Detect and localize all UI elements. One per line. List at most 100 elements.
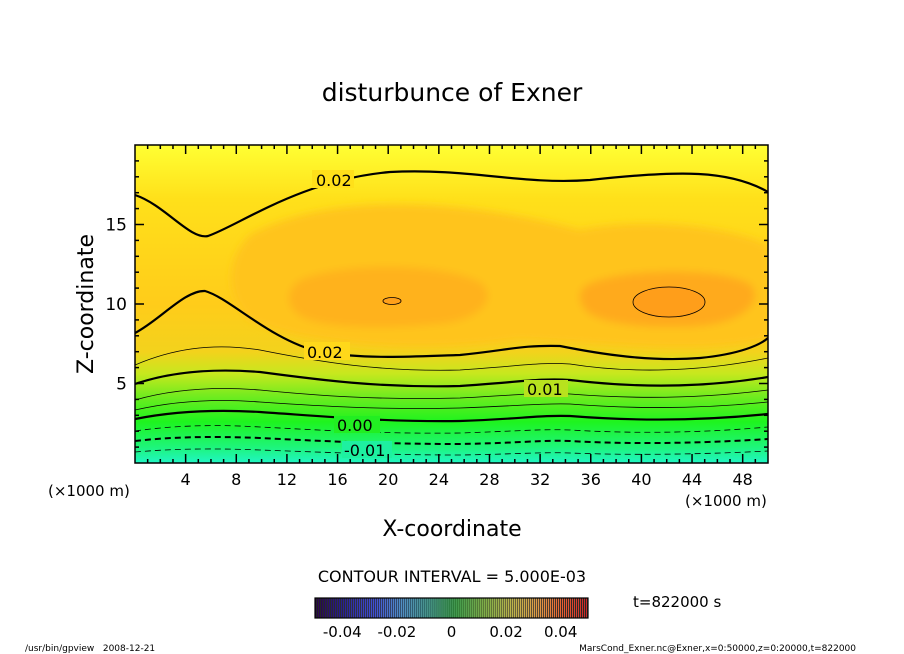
colorbar-swatch (445, 598, 447, 618)
colorbar-swatch (489, 598, 491, 618)
colorbar-swatch (413, 598, 415, 618)
colorbar-separator (386, 598, 388, 618)
x-tick-labels: 4 8 12 16 20 24 28 32 36 40 44 48 (181, 470, 753, 489)
contour-line (135, 409, 768, 423)
colorbar-separator (438, 598, 440, 618)
colorbar-separator (528, 598, 530, 618)
colorbar-separator (534, 598, 536, 618)
colorbar-separator (354, 598, 356, 618)
colorbar-separator (498, 598, 500, 618)
colorbar-separator (490, 598, 492, 618)
colorbar-separator (340, 598, 342, 618)
y-tick-label: 15 (105, 216, 127, 236)
colorbar-separator (494, 598, 496, 618)
colorbar-separator (577, 598, 578, 618)
colorbar-separator (400, 598, 402, 618)
colorbar-separator (366, 598, 368, 618)
colorbar-swatch (451, 598, 453, 618)
colorbar-swatch (385, 598, 387, 618)
colorbar-swatch (381, 598, 383, 618)
contour-label: 0.01 (527, 380, 563, 399)
x-tick-label: 36 (581, 470, 601, 489)
colorbar-swatch (457, 598, 459, 618)
contour-field (135, 145, 768, 463)
contour-line (135, 289, 768, 361)
colorbar-swatch (371, 598, 373, 618)
colorbar-tick-labels: -0.04 -0.02 0 0.02 0.04 (323, 623, 578, 641)
colorbar-separator (324, 598, 326, 618)
colorbar-separator (571, 598, 572, 618)
axis-ticks (135, 145, 768, 463)
colorbar-swatch (411, 598, 413, 618)
colorbar-swatch (541, 598, 543, 618)
colorbar-swatch (493, 598, 495, 618)
colorbar-separator (454, 598, 456, 618)
colorbar-separator (316, 598, 318, 618)
colorbar-swatch (331, 598, 333, 618)
x-tick-label: 28 (479, 470, 499, 489)
colorbar-separator (392, 598, 394, 618)
colorbar-swatch (317, 598, 319, 618)
colorbar-separator (522, 598, 524, 618)
colorbar-separator (320, 598, 322, 618)
colorbar-separator (430, 598, 432, 618)
colorbar-swatch (547, 598, 549, 618)
colorbar-separator (362, 598, 364, 618)
colorbar-separator (546, 598, 548, 618)
colorbar-swatch (421, 598, 423, 618)
band-orange-left (288, 266, 488, 328)
colorbar-swatch (437, 598, 439, 618)
colorbar-swatch (521, 598, 523, 618)
colorbar-swatch (447, 598, 449, 618)
colorbar-separator (512, 598, 514, 618)
contour-line (135, 400, 768, 411)
colorbar-separator (540, 598, 542, 618)
colorbar-separator (526, 598, 528, 618)
contour-line (135, 436, 768, 446)
colorbar-separator (432, 598, 434, 618)
colorbar-separator (569, 598, 570, 618)
colorbar-separator (420, 598, 422, 618)
colorbar-separator (518, 598, 520, 618)
contour-line (135, 448, 768, 456)
colorbar-separator (442, 598, 444, 618)
colorbar-separator (530, 598, 532, 618)
colorbar-separator (496, 598, 498, 618)
colorbar-swatch (399, 598, 401, 618)
colorbar-swatch (369, 598, 371, 618)
colorbar-separator (334, 598, 336, 618)
colorbar-separator (558, 598, 560, 618)
colorbar-swatch (415, 598, 417, 618)
colorbar-separator (436, 598, 438, 618)
colorbar-swatch (363, 598, 365, 618)
colorbar-separator (342, 598, 344, 618)
colorbar-separator (544, 598, 546, 618)
y-axis-title: Z-coordinate (74, 234, 99, 374)
colorbar-separator (458, 598, 460, 618)
x-unit-label-right: (×1000 m) (685, 492, 767, 510)
colorbar-swatch (505, 598, 507, 618)
colorbar-swatch (353, 598, 355, 618)
colorbar-separator (470, 598, 472, 618)
colorbar-separator (462, 598, 464, 618)
colorbar-swatch (365, 598, 367, 618)
x-tick-label: 4 (181, 470, 191, 489)
colorbar-swatch (573, 598, 576, 618)
colorbar-swatch (583, 598, 586, 618)
contour-label: 0.00 (337, 416, 373, 435)
colorbar-separator (585, 598, 586, 618)
colorbar-tick-label: 0.04 (544, 623, 577, 641)
colorbar-separator (536, 598, 538, 618)
colorbar-separator (472, 598, 474, 618)
colorbar-swatch (575, 598, 578, 618)
colorbar-swatch (429, 598, 431, 618)
colorbar-separator (583, 598, 584, 618)
colorbar-separator (374, 598, 376, 618)
colorbar-swatch (517, 598, 519, 618)
colorbar-swatch (361, 598, 363, 618)
colorbar-separator (508, 598, 510, 618)
colorbar-swatch (327, 598, 329, 618)
colorbar-separator (396, 598, 398, 618)
colorbar-separator (563, 598, 564, 618)
colorbar-separator (520, 598, 522, 618)
